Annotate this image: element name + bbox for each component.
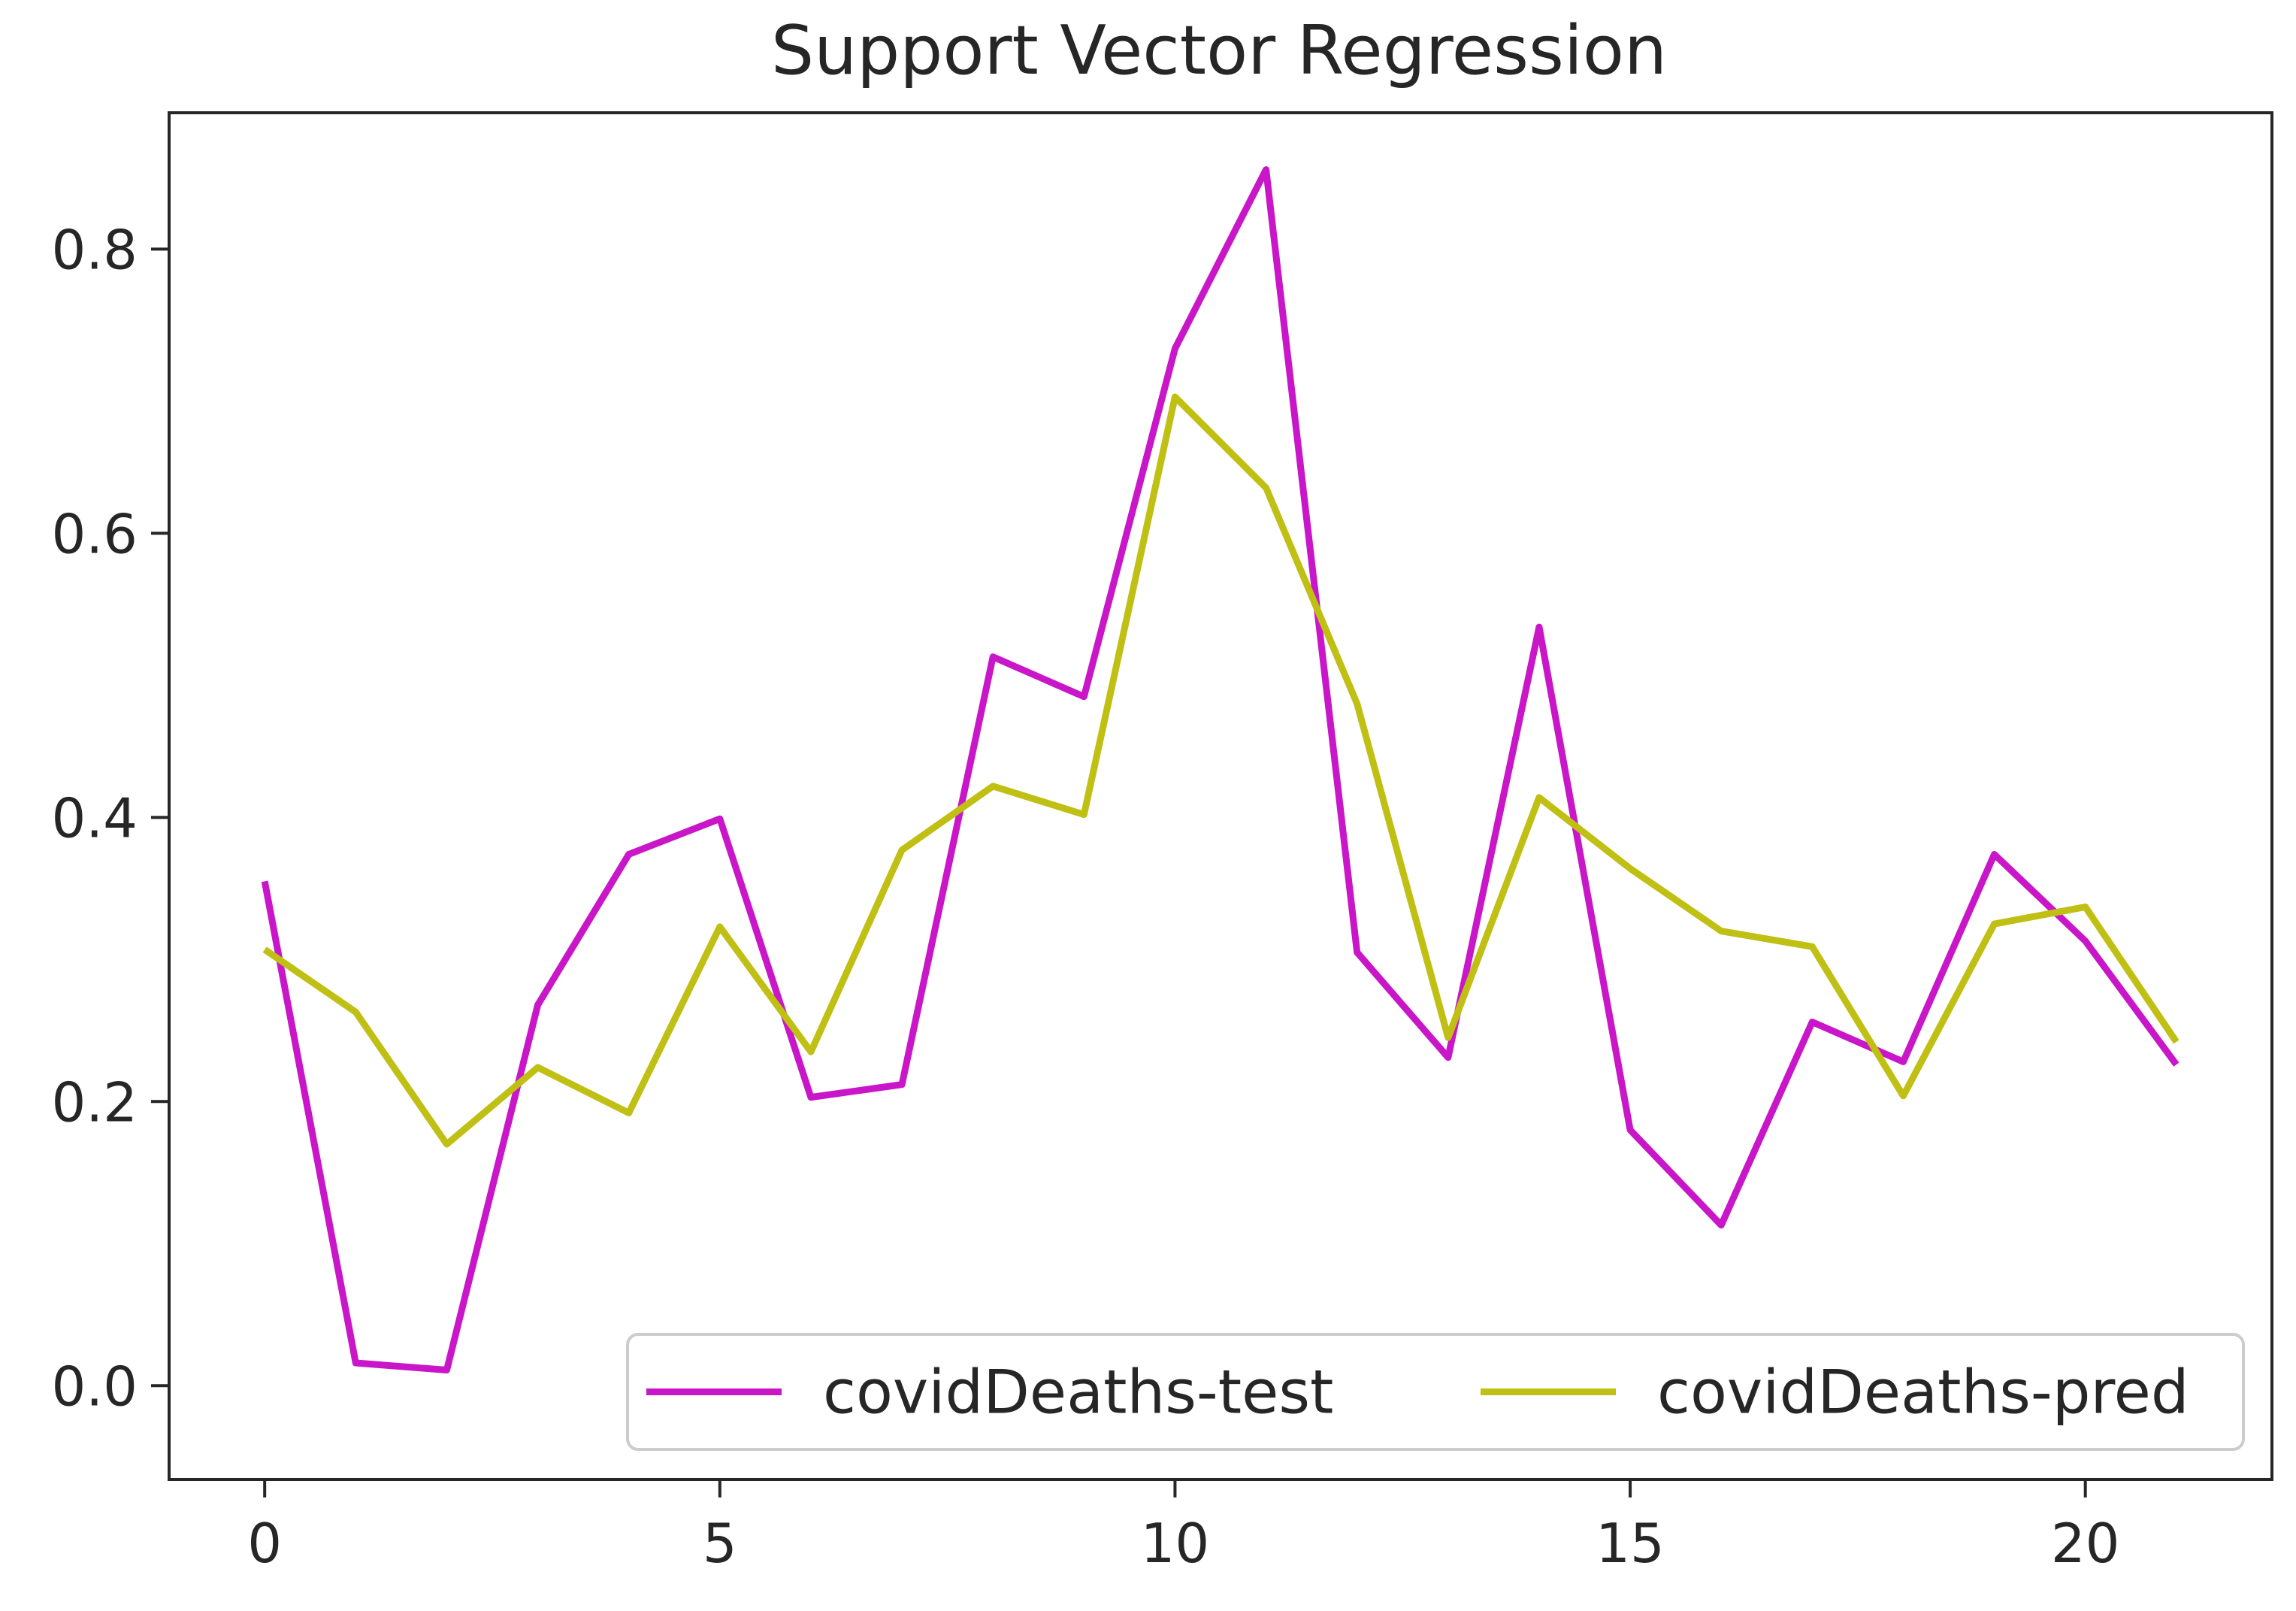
x-tick-label: 5 [703,1512,737,1575]
y-tick-label: 0.2 [51,1070,138,1134]
series-line-0 [261,166,2180,1373]
y-tick-label: 0.8 [51,218,138,281]
plot-area [169,113,2272,1479]
legend-label-1: covidDeaths-pred [1657,1358,2189,1428]
y-tick-label: 0.0 [51,1355,138,1418]
x-tick-label: 10 [1141,1512,1210,1575]
y-tick-label: 0.6 [51,502,138,565]
series-line-1 [262,393,2180,1148]
legend-label-0: covidDeaths-test [823,1358,1333,1428]
plot-background [169,113,2272,1479]
y-tick-label: 0.4 [51,786,138,849]
x-tick-label: 20 [2051,1512,2120,1575]
legend: covidDeaths-test covidDeaths-pred [626,1333,2245,1451]
axes-frame [168,111,2273,1481]
series-lines [261,166,2180,1373]
axes: 0 5 10 15 20 0.0 0.2 0.4 0.6 0.8 [51,111,2273,1575]
legend-frame [626,1333,2245,1451]
x-tick-label: 0 [247,1512,282,1575]
chart-title: Support Vector Regression [771,11,1667,90]
x-tick-label: 15 [1596,1512,1665,1575]
